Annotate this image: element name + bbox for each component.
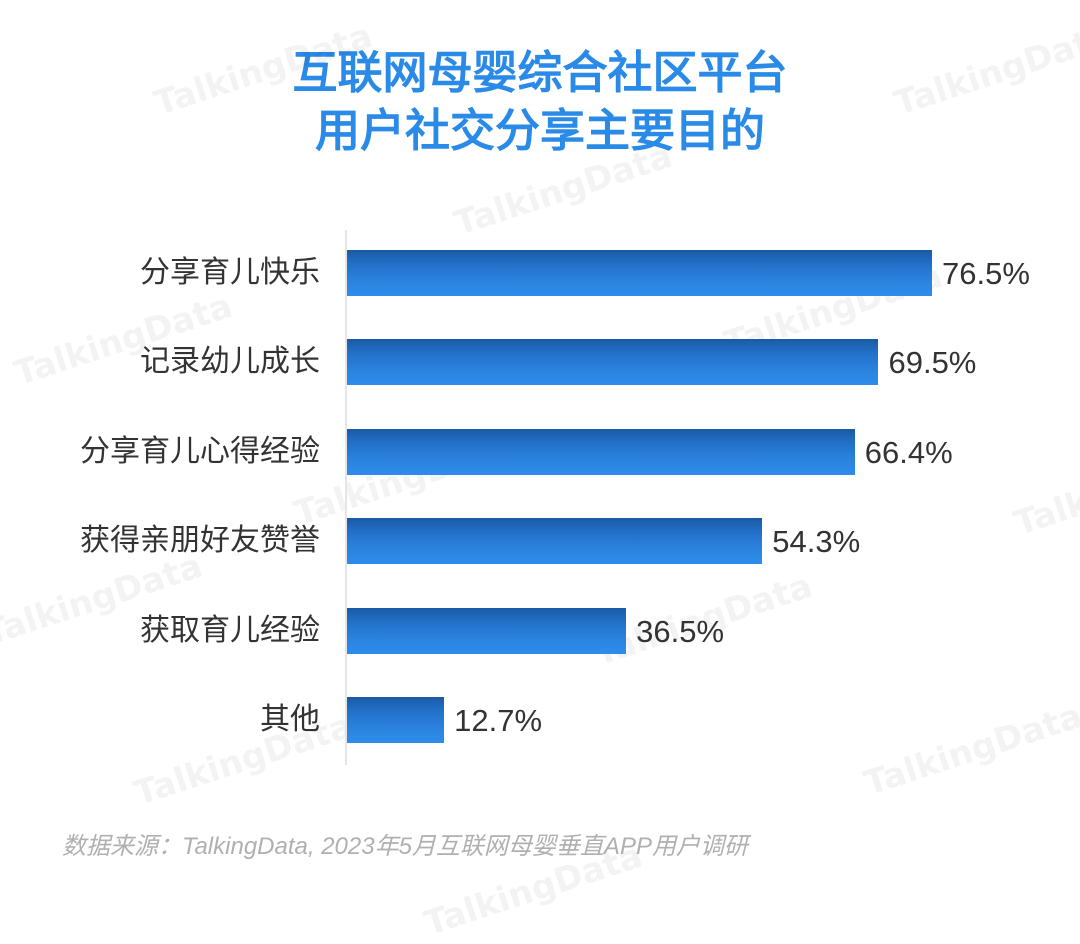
bar <box>347 429 855 475</box>
category-label: 分享育儿快乐 <box>140 255 320 290</box>
chart-title-line-2: 用户社交分享主要目的 <box>314 104 765 157</box>
category-label: 获取育儿经验 <box>140 613 320 648</box>
watermark-text: TalkingData <box>129 706 357 814</box>
category-label: 分享育儿心得经验 <box>80 434 320 469</box>
bar <box>347 608 627 654</box>
bar <box>347 518 763 564</box>
value-label: 54.3% <box>772 524 861 559</box>
bar <box>347 339 879 385</box>
bar <box>347 250 932 296</box>
bar <box>347 697 445 743</box>
value-label: 12.7% <box>454 703 543 738</box>
watermark-text: TalkingData <box>1009 436 1080 544</box>
y-axis-line <box>345 230 347 765</box>
category-label: 记录幼儿成长 <box>140 344 320 379</box>
value-label: 66.4% <box>864 435 953 470</box>
category-label: 获得亲朋好友赞誉 <box>80 523 320 558</box>
value-label: 69.5% <box>888 345 977 380</box>
category-label: 其他 <box>260 702 320 737</box>
value-label: 36.5% <box>636 614 725 649</box>
source-note: 数据来源：TalkingData, 2023年5月互联网母婴垂直APP用户调研 <box>62 833 748 860</box>
value-label: 76.5% <box>942 256 1030 291</box>
watermark-text: TalkingData <box>859 696 1080 804</box>
chart-title-line-1: 互联网母婴综合社区平台 <box>292 46 788 99</box>
